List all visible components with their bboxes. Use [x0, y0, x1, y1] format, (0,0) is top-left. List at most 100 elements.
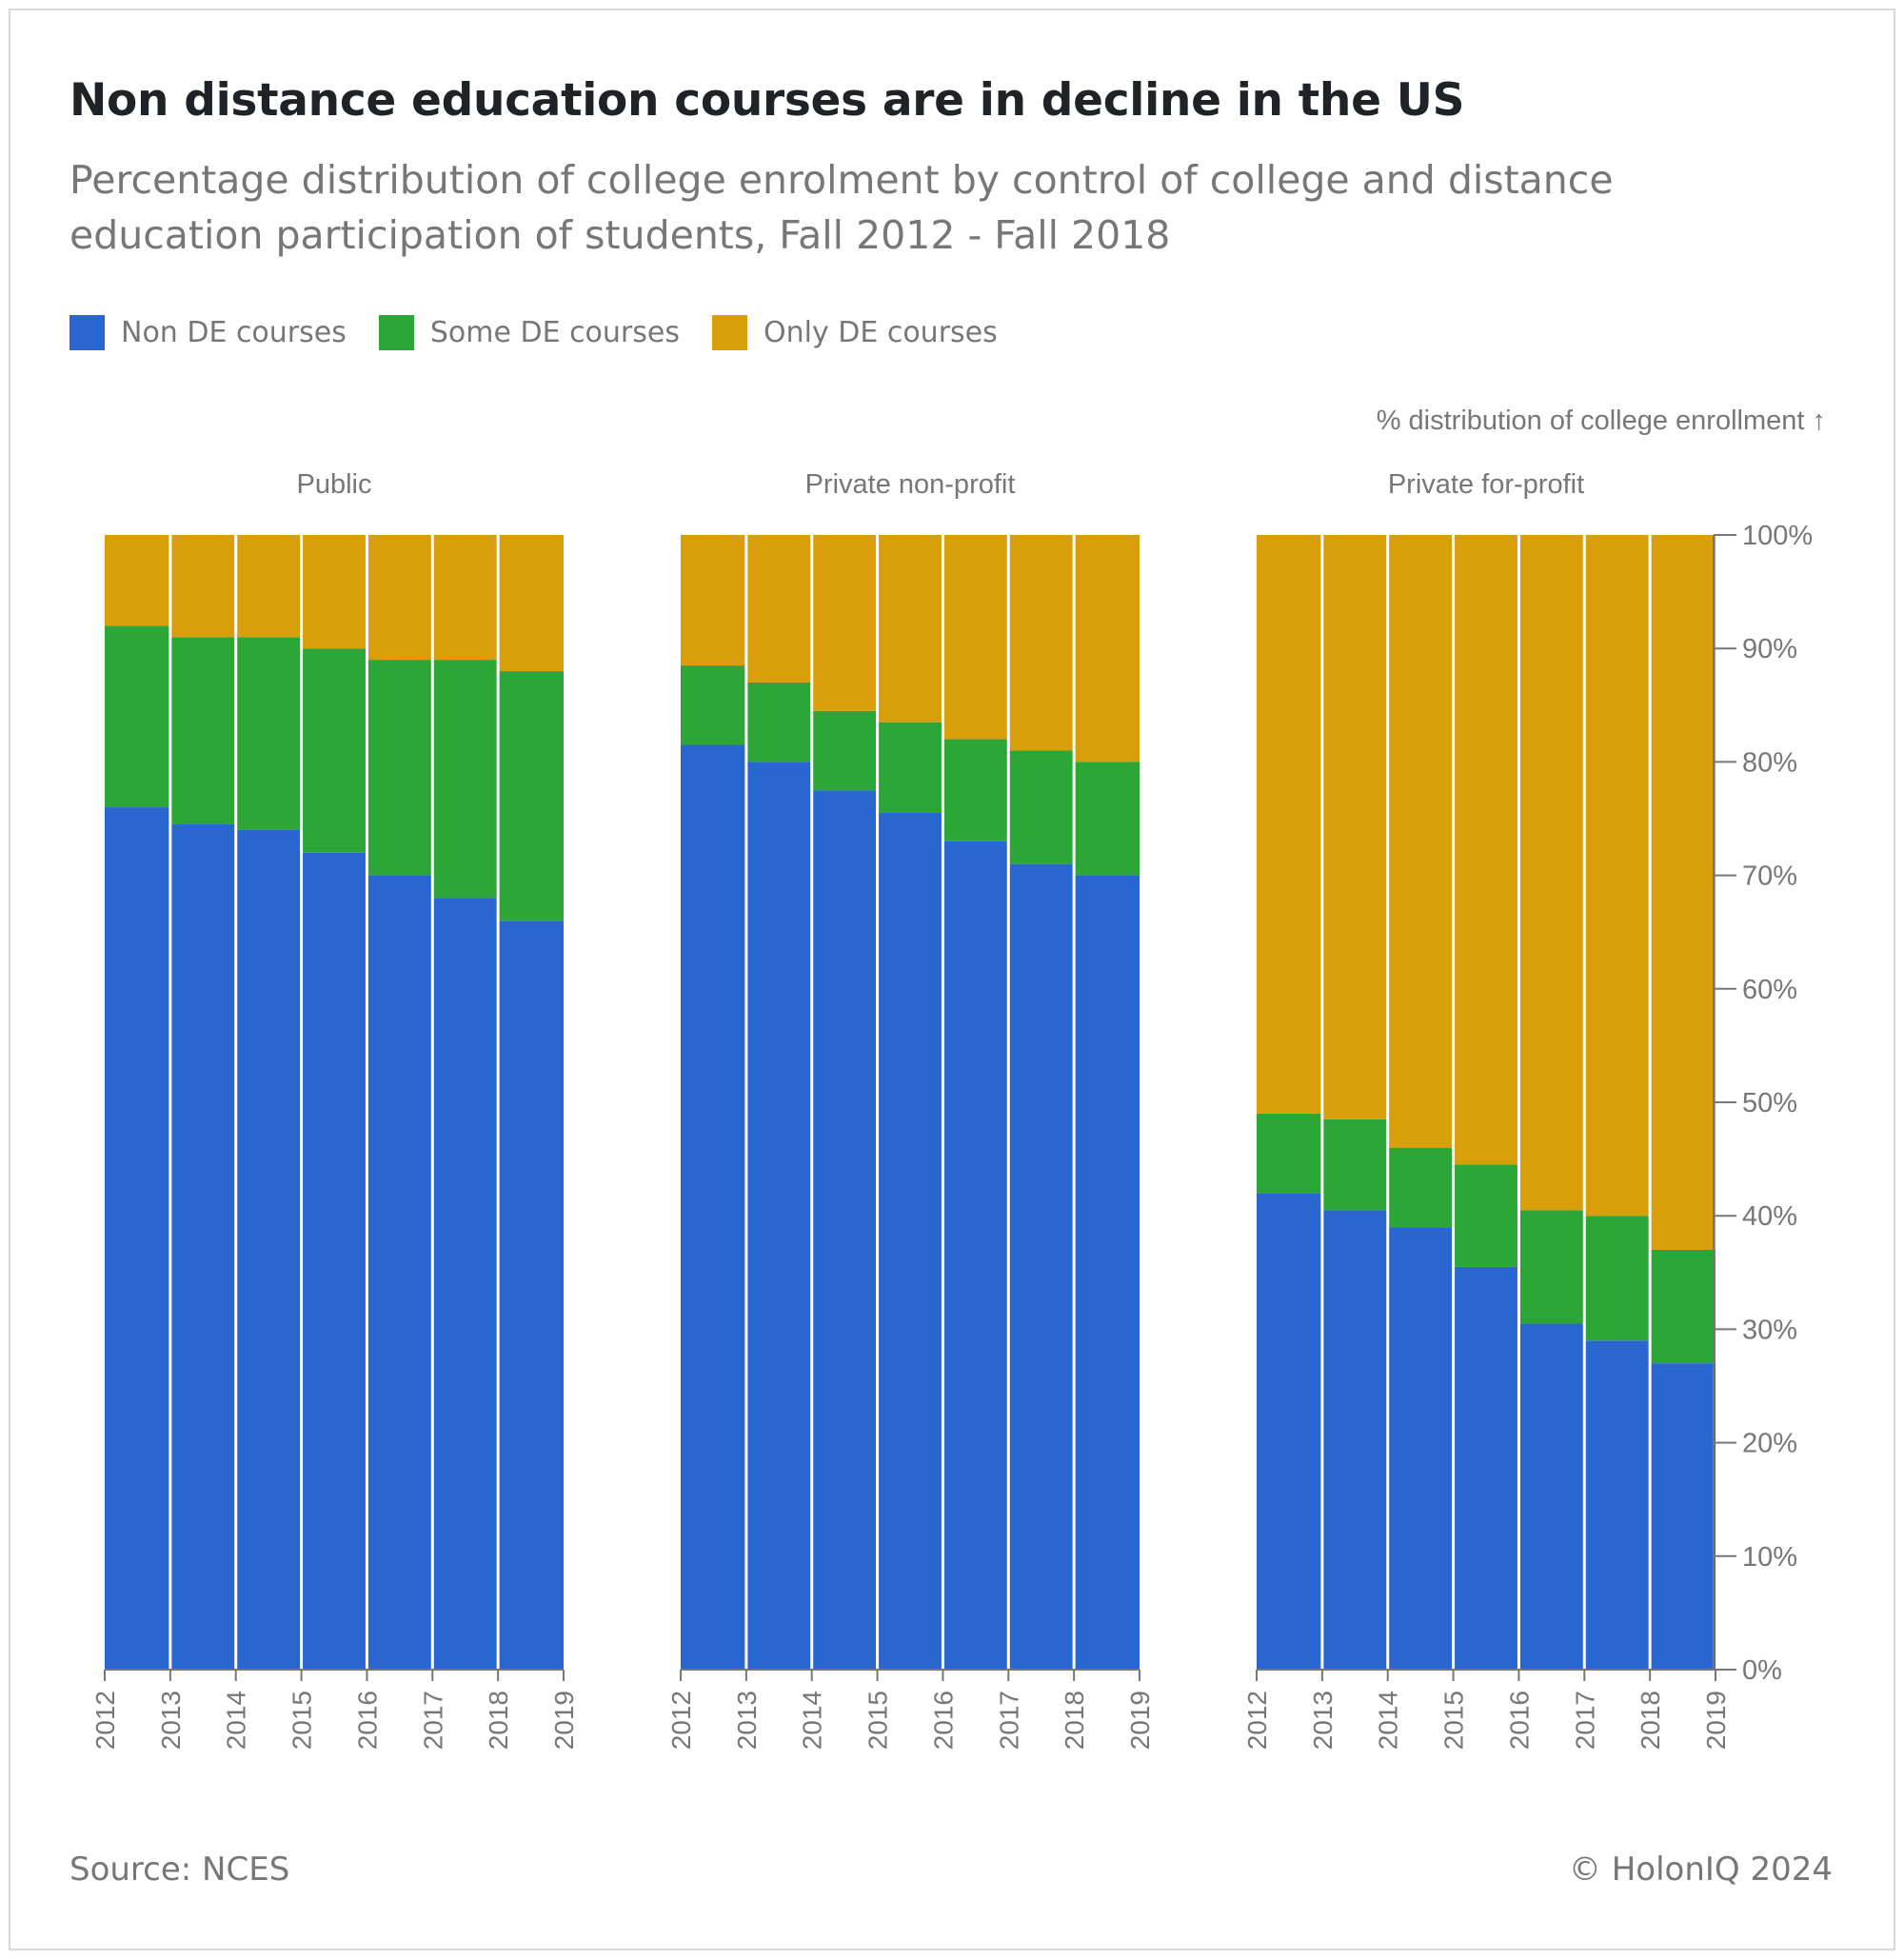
x-tick-label: 2012	[666, 1691, 696, 1750]
y-tick-label: 60%	[1742, 975, 1797, 1005]
x-tick-label: 2017	[418, 1691, 447, 1750]
y-tick-label: 30%	[1742, 1315, 1797, 1345]
bar-non-de	[169, 823, 236, 1670]
x-tick-label: 2018	[484, 1691, 513, 1750]
bar-only-de	[1453, 535, 1519, 1165]
bar-only-de	[432, 535, 499, 661]
bar-some-de	[745, 682, 812, 762]
bar-only-de	[367, 535, 433, 661]
x-tick-label: 2014	[222, 1691, 251, 1750]
x-tick-label: 2019	[1125, 1691, 1155, 1750]
bar-non-de	[301, 852, 367, 1670]
bar-non-de	[811, 790, 878, 1670]
bar-non-de	[1518, 1323, 1585, 1670]
bar-non-de	[432, 898, 499, 1670]
legend-label-some-de: Some DE courses	[429, 316, 680, 349]
y-axis-label: % distribution of college enrollment ↑	[1377, 406, 1826, 436]
bar-only-de	[235, 535, 302, 638]
x-tick-label: 2017	[1570, 1691, 1599, 1750]
bar-some-de	[1453, 1164, 1519, 1267]
bar-only-de	[877, 535, 943, 722]
bar-some-de	[1257, 1113, 1322, 1194]
legend-label-only-de: Only DE courses	[763, 316, 998, 349]
legend-swatch-some-de	[378, 315, 414, 350]
bar-non-de	[1321, 1210, 1388, 1670]
x-tick-label: 2016	[1504, 1691, 1534, 1750]
bar-some-de	[1650, 1249, 1716, 1364]
bar-some-de	[301, 648, 367, 853]
x-tick-label: 2015	[1439, 1691, 1469, 1750]
bar-some-de	[1387, 1147, 1454, 1228]
bar-non-de	[1584, 1340, 1651, 1670]
x-tick-label: 2015	[288, 1691, 317, 1750]
x-tick-label: 2013	[732, 1691, 762, 1750]
legend-item-some-de: Some DE courses	[378, 315, 680, 350]
x-tick-label: 2017	[994, 1691, 1023, 1750]
bar-only-de	[942, 535, 1009, 740]
legend-swatch-non-de	[69, 315, 105, 350]
chart-title: Non distance education courses are in de…	[69, 74, 1465, 127]
bar-some-de	[1518, 1210, 1585, 1324]
x-tick-label: 2012	[90, 1691, 120, 1750]
bar-non-de	[1074, 875, 1140, 1670]
bar-non-de	[235, 829, 302, 1670]
legend-item-non-de: Non DE courses	[69, 315, 347, 350]
bar-only-de	[301, 535, 367, 649]
bar-some-de	[169, 637, 236, 824]
bar-some-de	[367, 660, 433, 876]
bar-only-de	[105, 535, 170, 626]
panel-title: Private non-profit	[805, 469, 1016, 500]
bar-only-de	[1321, 535, 1388, 1119]
x-tick-label: 2018	[1060, 1691, 1089, 1750]
x-tick-label: 2013	[156, 1691, 186, 1750]
copyright-note: © HolonIQ 2024	[1568, 1850, 1833, 1889]
bar-non-de	[1257, 1193, 1322, 1670]
bar-only-de	[1650, 535, 1716, 1250]
bar-only-de	[169, 535, 236, 638]
bar-some-de	[235, 637, 302, 830]
bar-some-de	[811, 710, 878, 791]
bar-only-de	[1518, 535, 1585, 1211]
bar-only-de	[1257, 535, 1322, 1114]
bar-some-de	[105, 625, 170, 808]
x-tick-label: 2012	[1242, 1691, 1272, 1750]
bar-only-de	[1387, 535, 1454, 1148]
bar-non-de	[498, 920, 564, 1670]
y-tick-label: 90%	[1742, 634, 1797, 664]
bar-only-de	[498, 535, 564, 672]
y-tick-label: 50%	[1742, 1088, 1797, 1118]
x-tick-label: 2014	[1374, 1691, 1403, 1750]
bar-only-de	[1008, 535, 1075, 751]
x-tick-label: 2019	[549, 1691, 579, 1750]
bar-some-de	[942, 739, 1009, 841]
x-tick-label: 2016	[928, 1691, 958, 1750]
y-tick-label: 10%	[1742, 1542, 1797, 1573]
bar-non-de	[681, 744, 746, 1670]
bar-some-de	[1584, 1216, 1651, 1341]
bar-some-de	[877, 722, 943, 814]
bar-some-de	[432, 660, 499, 899]
bar-some-de	[1321, 1118, 1388, 1211]
bar-some-de	[498, 671, 564, 921]
bar-only-de	[1074, 535, 1140, 762]
source-note: Source: NCES	[69, 1850, 290, 1889]
legend-item-only-de: Only DE courses	[711, 315, 998, 350]
x-tick-label: 2016	[352, 1691, 382, 1750]
chart-subtitle: Percentage distribution of college enrol…	[69, 157, 1614, 258]
panel-title: Private for-profit	[1388, 469, 1584, 500]
legend-label-non-de: Non DE courses	[121, 316, 347, 349]
bar-non-de	[1387, 1227, 1454, 1670]
y-tick-label: 100%	[1742, 521, 1813, 551]
x-tick-label: 2019	[1701, 1691, 1731, 1750]
bar-non-de	[367, 875, 433, 1670]
bar-only-de	[745, 535, 812, 683]
bar-non-de	[877, 813, 943, 1670]
x-tick-label: 2018	[1636, 1691, 1665, 1750]
bar-only-de	[681, 535, 746, 666]
y-tick-label: 0%	[1742, 1655, 1782, 1686]
bar-non-de	[942, 841, 1009, 1670]
bar-some-de	[1008, 750, 1075, 864]
x-tick-label: 2014	[798, 1691, 827, 1750]
chart-frame	[9, 9, 1895, 1950]
